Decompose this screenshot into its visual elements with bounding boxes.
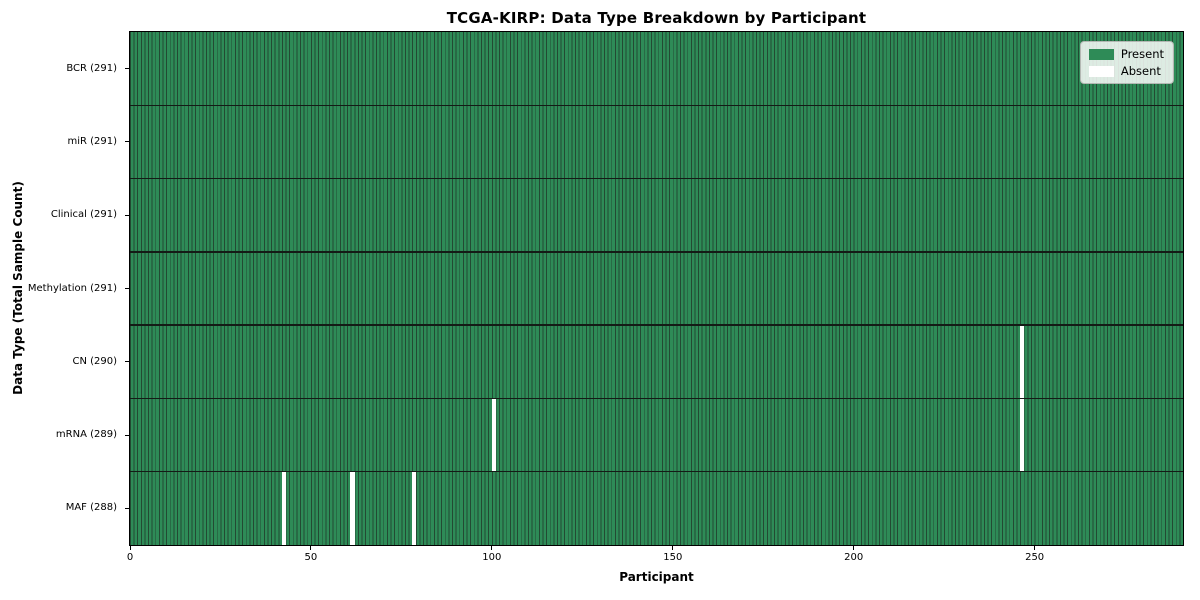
row-cn [130,325,1183,399]
y-axis-ticks: BCR (291) miR (291) Clinical (291) Methylat… [0,32,130,545]
absent-gap-mrna-246 [1019,398,1025,472]
row-separator [130,177,1183,180]
x-axis-ticks: 0 50 100 150 200 250 [126,545,1183,571]
legend-swatch-present-icon [1088,48,1114,60]
absent-gap-cn-246 [1019,325,1025,399]
x-tick-label-50: 50 [304,552,318,563]
x-tick-label-0: 0 [126,552,134,563]
absent-gap-mrna-100 [491,398,496,472]
x-tick-mark [129,546,131,550]
y-tick-label-cn: CN (290) [72,355,117,367]
legend-item-absent: Absent [1088,64,1164,78]
x-axis-label: Participant [619,570,694,584]
y-tick-mark [125,361,129,363]
legend-label-absent: Absent [1120,64,1161,78]
x-tick-mark [310,546,312,550]
y-tick-mark [125,288,129,289]
row-separator [130,104,1183,106]
chart-title: TCGA-KIRP: Data Type Breakdown by Partic… [446,9,867,27]
y-tick-label-clinical: Clinical (291) [50,209,117,221]
y-tick-mark [125,214,129,216]
y-tick-label-mir: miR (291) [67,135,117,147]
legend: Present Absent [1079,41,1174,84]
y-tick-label-methylation: Methylation (291) [27,282,117,294]
plot-area: Present Absent [129,31,1184,546]
x-tick-mark [672,546,674,550]
row-bcr [130,32,1183,106]
row-methylation [130,251,1183,326]
x-tick-mark [853,546,855,550]
x-tick-label-250: 250 [1025,552,1045,563]
x-tick-mark [491,546,493,550]
y-tick-mark [125,507,129,509]
absent-gap-maf-42 [281,471,286,545]
y-tick-mark [125,434,129,436]
legend-label-present: Present [1120,47,1164,61]
y-tick-label-maf: MAF (288) [65,502,117,514]
row-separator [130,324,1183,326]
row-maf [130,471,1183,545]
legend-item-present: Present [1088,47,1164,61]
y-tick-label-mrna: mRNA (289) [55,429,117,441]
absent-gap-maf-61 [350,471,355,545]
x-tick-label-100: 100 [482,552,502,563]
y-tick-mark [125,141,129,143]
x-tick-mark [1034,546,1036,550]
row-separator [130,471,1183,473]
row-clinical [130,178,1183,252]
row-separator [130,251,1183,253]
row-separator [130,397,1183,400]
y-tick-mark [125,68,129,70]
x-tick-label-200: 200 [844,552,864,563]
row-mir [130,105,1183,179]
x-tick-label-150: 150 [663,552,683,563]
absent-gap-maf-78 [411,471,417,545]
legend-swatch-absent-icon [1088,65,1114,77]
y-tick-label-bcr: BCR (291) [66,62,117,74]
row-mrna [130,398,1183,472]
